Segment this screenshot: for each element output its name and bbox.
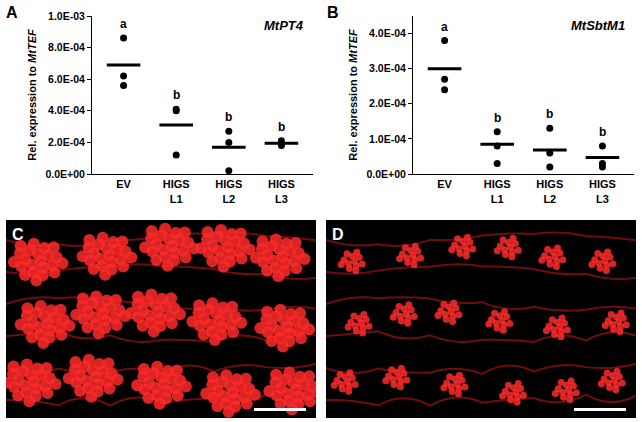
svg-text:4.0E-04: 4.0E-04 (48, 104, 85, 116)
svg-text:1.0E-03: 1.0E-03 (48, 10, 85, 22)
svg-text:MtSbtM1: MtSbtM1 (571, 18, 625, 33)
svg-text:0.0E+00: 0.0E+00 (366, 168, 406, 180)
svg-text:2.0E-04: 2.0E-04 (48, 136, 85, 148)
svg-text:HIGSL1: HIGSL1 (163, 178, 190, 204)
svg-text:2.0E-04: 2.0E-04 (369, 97, 406, 109)
svg-text:HIGSL2: HIGSL2 (215, 178, 242, 204)
svg-text:6.0E-04: 6.0E-04 (48, 73, 85, 85)
svg-text:b: b (599, 125, 606, 139)
svg-text:HIGSL1: HIGSL1 (484, 178, 511, 204)
svg-text:HIGSL3: HIGSL3 (589, 178, 616, 204)
svg-text:HIGSL2: HIGSL2 (536, 178, 563, 204)
svg-text:A: A (6, 4, 18, 21)
svg-text:b: b (278, 120, 285, 134)
svg-text:MtPT4: MtPT4 (264, 18, 304, 33)
svg-text:b: b (546, 107, 553, 121)
svg-text:8.0E-04: 8.0E-04 (48, 41, 85, 53)
svg-text:b: b (494, 111, 501, 125)
svg-text:b: b (173, 88, 180, 102)
svg-text:C: C (12, 226, 24, 243)
svg-text:3.0E-04: 3.0E-04 (369, 62, 406, 74)
svg-text:HIGSL3: HIGSL3 (268, 178, 295, 204)
svg-text:EV: EV (437, 178, 452, 190)
svg-text:Rel. expression to MtTEF: Rel. expression to MtTEF (26, 29, 38, 161)
svg-text:a: a (441, 20, 448, 34)
svg-text:D: D (332, 226, 344, 243)
svg-text:4.0E-04: 4.0E-04 (369, 27, 406, 39)
svg-text:0.0E+00: 0.0E+00 (45, 168, 85, 180)
svg-text:EV: EV (116, 178, 131, 190)
svg-text:1.0E-04: 1.0E-04 (369, 133, 406, 145)
svg-text:b: b (225, 110, 232, 124)
svg-text:a: a (120, 17, 127, 31)
svg-text:B: B (327, 4, 339, 21)
svg-text:Rel. expression to MtTEF: Rel. expression to MtTEF (347, 29, 359, 161)
